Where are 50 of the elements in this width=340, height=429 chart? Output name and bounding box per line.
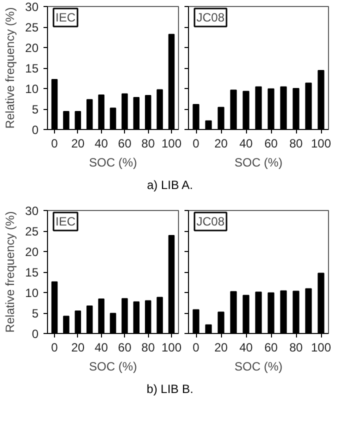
x-tick-label: 100: [161, 136, 182, 150]
x-axis-title: SOC (%): [89, 156, 138, 170]
x-tick-label: 0: [192, 136, 200, 150]
x-tick-label: 60: [118, 340, 132, 354]
chart-title: IEC: [56, 214, 76, 228]
x-tick-label: 20: [71, 136, 85, 150]
x-tick-label: 20: [71, 340, 85, 354]
chart-title: JC08: [196, 214, 225, 228]
x-tick-label: 100: [161, 340, 182, 354]
x-axis-title: SOC (%): [89, 360, 138, 374]
y-tick-label: 20: [25, 41, 39, 55]
x-tick-label: 80: [141, 136, 156, 150]
y-axis-title: Relative frequency (%): [3, 211, 18, 333]
x-tick-label: 80: [289, 136, 303, 150]
x-tick-label: 60: [264, 340, 278, 354]
y-axis-title: Relative frequency (%): [3, 7, 18, 129]
x-tick-label: 80: [289, 340, 303, 354]
y-tick-label: 10: [25, 82, 39, 96]
x-tick-label: 60: [118, 136, 132, 150]
text: a) LIB A.: [146, 177, 194, 194]
y-tick-label: 5: [32, 102, 39, 116]
y-tick-label: 0: [32, 123, 39, 137]
y-tick-label: 15: [25, 62, 39, 76]
y-tick-label: 15: [25, 266, 39, 280]
x-tick-label: 0: [51, 136, 58, 150]
x-axis-title: SOC (%): [234, 156, 283, 170]
x-tick-label: 40: [239, 136, 253, 150]
x-tick-label: 100: [310, 136, 332, 150]
x-axis-title: SOC (%): [234, 360, 283, 374]
x-tick-label: 20: [214, 136, 228, 150]
y-tick-label: 30: [25, 0, 39, 14]
x-tick-label: 40: [94, 340, 108, 354]
y-tick-label: 30: [25, 204, 39, 218]
x-tick-label: 20: [214, 340, 228, 354]
y-tick-label: 0: [32, 327, 39, 341]
text: b) LIB B.: [146, 381, 194, 398]
y-tick-label: 5: [32, 306, 39, 320]
y-tick-label: 20: [25, 245, 39, 259]
x-tick-label: 40: [239, 340, 253, 354]
y-tick-label: 10: [25, 286, 39, 300]
chart-title: IEC: [56, 10, 76, 24]
chart-title: JC08: [196, 10, 225, 24]
x-tick-label: 100: [310, 340, 332, 354]
x-tick-label: 0: [51, 340, 58, 354]
y-tick-label: 25: [25, 224, 39, 238]
x-tick-label: 80: [141, 340, 156, 354]
y-tick-label: 25: [25, 20, 39, 34]
x-tick-label: 0: [192, 340, 200, 354]
x-tick-label: 60: [264, 136, 278, 150]
x-tick-label: 40: [94, 136, 108, 150]
